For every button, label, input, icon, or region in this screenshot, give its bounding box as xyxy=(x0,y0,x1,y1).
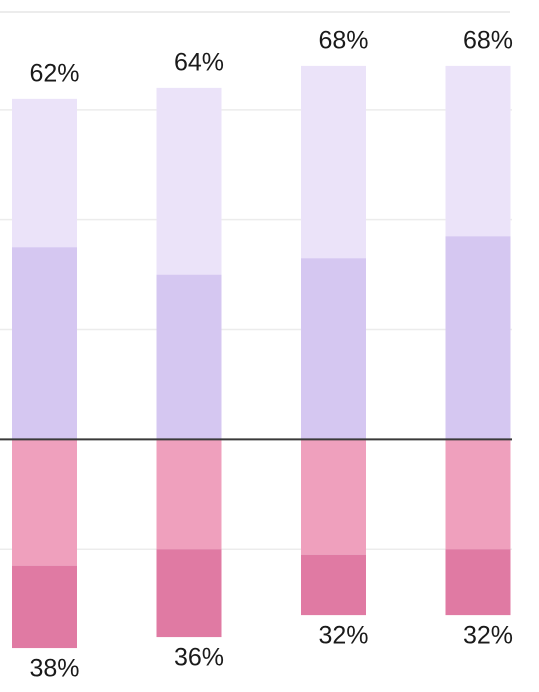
bar-segment xyxy=(445,236,511,440)
bar-segment xyxy=(12,439,77,566)
bar-segment xyxy=(445,549,511,616)
bar-segment xyxy=(445,65,511,237)
bar-segment xyxy=(12,247,77,440)
top-label: 64% xyxy=(174,48,224,76)
top-label: 68% xyxy=(318,27,368,55)
bottom-label: 36% xyxy=(174,644,224,672)
bar-segment xyxy=(301,439,366,555)
bar-segment xyxy=(301,554,366,616)
bottom-label: 32% xyxy=(463,622,513,650)
bar-segment xyxy=(12,565,77,649)
bar-segment xyxy=(156,87,222,275)
bottom-label: 32% xyxy=(318,622,368,650)
bar-segment xyxy=(301,258,366,440)
bar-segment xyxy=(156,439,222,550)
bar-segment xyxy=(445,439,511,550)
bar-segment xyxy=(12,98,77,248)
top-label: 68% xyxy=(463,27,513,55)
bottom-label: 38% xyxy=(29,655,79,683)
top-label: 62% xyxy=(29,59,79,87)
bar-segment xyxy=(156,274,222,440)
bar-segment xyxy=(156,549,222,638)
bar-segment xyxy=(301,65,366,259)
